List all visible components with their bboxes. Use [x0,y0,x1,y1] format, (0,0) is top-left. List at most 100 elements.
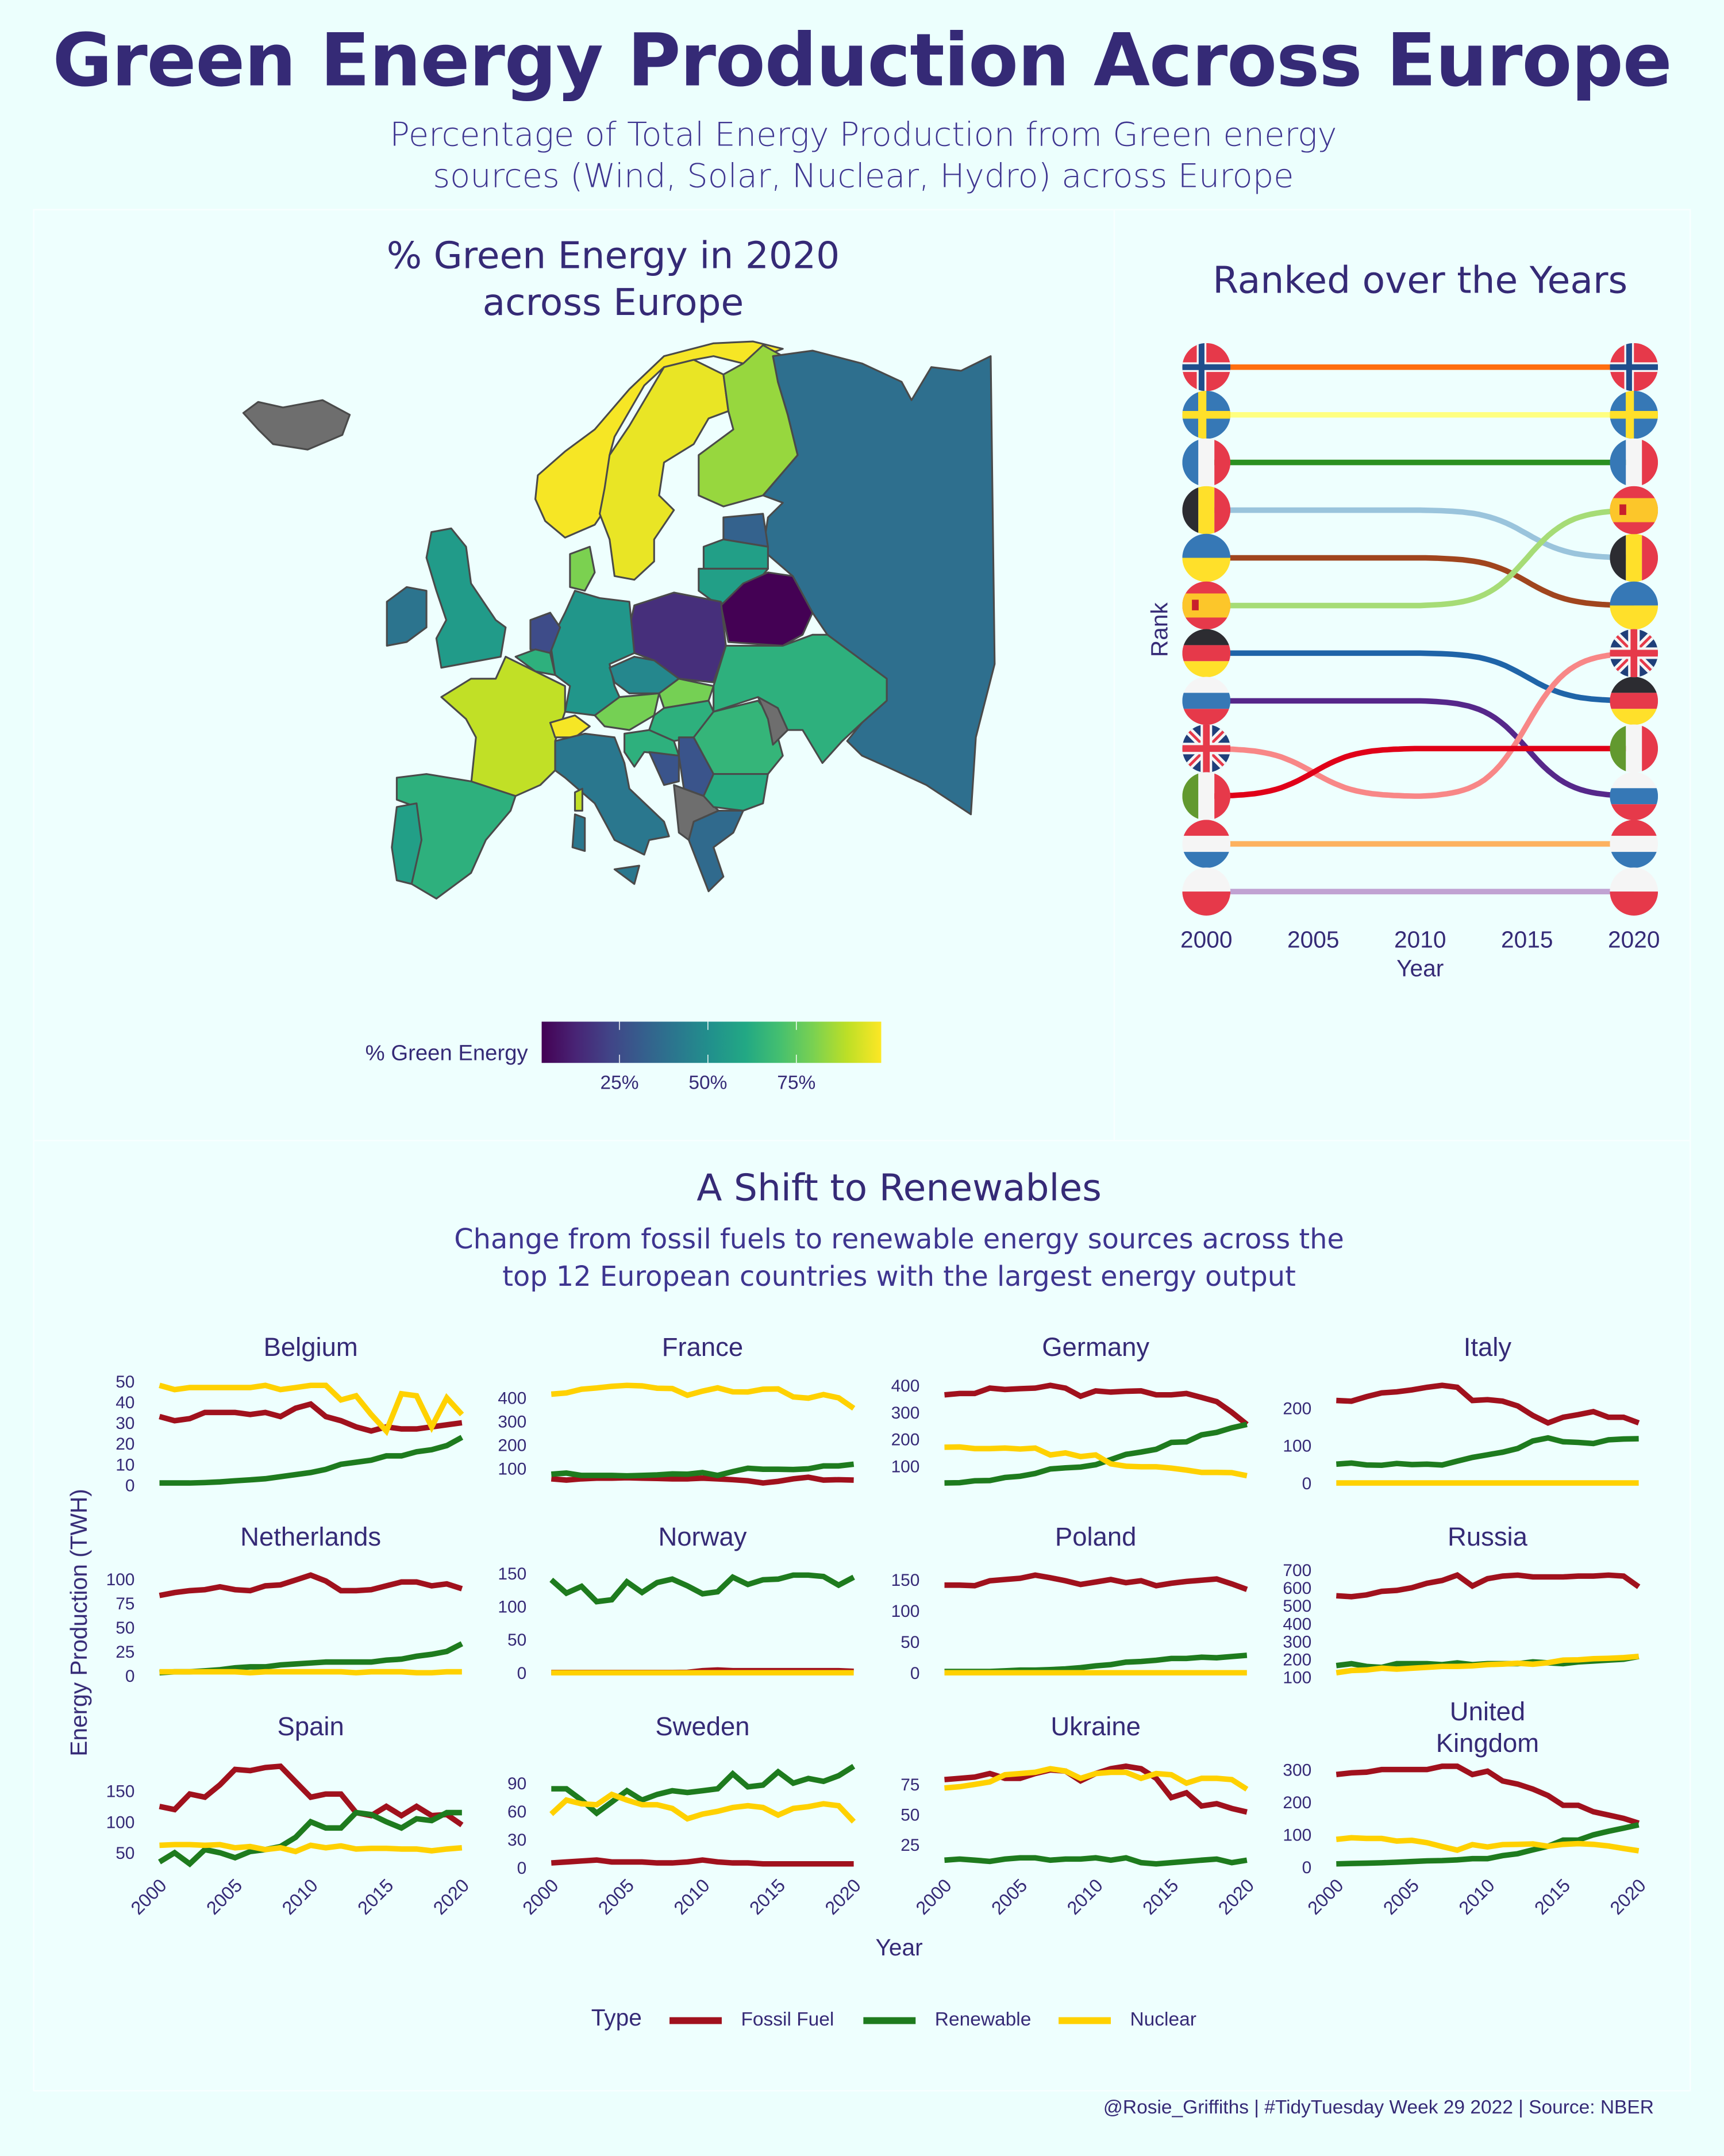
map-country-portugal [392,802,422,883]
flag-russia [1610,772,1658,821]
y-tick-label: 25 [901,1836,919,1855]
series-line-renewable [944,1421,1248,1486]
series-line-fossil [551,1857,854,1867]
y-tick-label: 400 [891,1377,920,1396]
bump-x-tick-label: 2020 [1608,926,1660,952]
y-tick-label: 400 [498,1389,526,1408]
shift-subtitle-line-2: top 12 European countries with the large… [502,1259,1296,1293]
y-tick-label: 100 [106,1813,135,1832]
map-title-line-1: % Green Energy in 2020 [386,235,840,278]
y-tick-label: 150 [498,1565,526,1584]
series-line-renewable [159,1435,464,1486]
x-tick-label: 2005 [202,1875,246,1919]
x-axis-title: Year [875,1934,922,1961]
y-tick-label: 100 [498,1459,526,1478]
page-title: Green Energy Production Across Europe [52,19,1672,103]
series-line-fossil [1336,1382,1640,1426]
legend-swatch-fossil [669,2017,722,2024]
series-line-fossil [159,1401,463,1434]
bump-line-germany [1206,650,1634,704]
flag-ukraine [1610,581,1658,630]
y-tick-label: 600 [1283,1579,1311,1598]
y-tick-label: 0 [910,1664,920,1683]
series-line-renewable [551,1763,856,1817]
bump-line-ukraine [1206,555,1634,609]
y-tick-label: 300 [1283,1632,1311,1651]
flag-spain [1610,486,1658,535]
shift-subtitle-line-1: Change from fossil fuels to renewable en… [454,1222,1344,1256]
series-line-nuclear [944,1766,1249,1792]
y-tick-label: 10 [116,1455,134,1474]
flag-belgium [1182,486,1231,535]
y-tick-label: 200 [498,1436,526,1455]
facet-title: Poland [1055,1522,1136,1551]
y-tick-label: 50 [116,1619,134,1638]
series-line-nuclear [549,1791,856,1824]
y-tick-label: 100 [498,1597,526,1616]
x-tick-label: 2015 [1138,1875,1182,1919]
facet-france: France 100 200 300 400 [498,1332,856,1486]
y-tick-label: 100 [891,1602,920,1621]
flag-uk [1182,724,1231,773]
subtitle-line-1: Percentage of Total Energy Production fr… [390,115,1337,154]
y-tick-label: 700 [1283,1561,1311,1580]
legend-label-nuclear: Nuclear [1130,2007,1196,2030]
x-tick-label: 2000 [912,1875,956,1919]
y-tick-label: 90 [507,1774,526,1793]
map-country-united-kingdom [426,528,506,667]
y-axis-title: Energy Production (TWH) [66,1489,92,1756]
series-line-nuclear [551,1382,856,1411]
colorbar-tick-label: 25% [600,1073,638,1094]
facet-title: Ukraine [1050,1712,1141,1741]
x-tick-label: 2010 [1455,1875,1499,1919]
flag-norway [1182,343,1231,391]
y-tick-label: 100 [1283,1826,1311,1845]
map-country-greece [689,810,744,890]
facet-title: Netherlands [240,1522,381,1551]
map-country-sweden [600,359,729,579]
x-tick-label: 2000 [127,1875,171,1919]
y-tick-label: 0 [125,1667,135,1686]
legend-label-fossil: Fossil Fuel [741,2007,834,2030]
facet-title: Kingdom [1436,1728,1539,1758]
flag-uk [1610,629,1658,678]
x-tick-label: 2010 [278,1875,322,1919]
series-line-renewable [944,1652,1248,1674]
y-tick-label: 200 [1283,1399,1311,1418]
series-line-renewable [158,1809,462,1867]
facet-poland: Poland 0 50 100 150 [891,1522,1248,1683]
bump-line-italy [1206,745,1634,799]
legend-swatch-renewable [863,2017,916,2024]
x-tick-label: 2015 [745,1875,789,1919]
flag-poland [1610,867,1658,916]
bump-line-belgium [1206,507,1634,561]
x-tick-label: 2020 [1606,1875,1650,1919]
facet-italy: Italy 0 100 200 [1283,1332,1640,1493]
y-tick-label: 400 [1283,1615,1311,1634]
x-tick-label: 2020 [821,1875,865,1919]
flag-norway [1610,343,1658,391]
series-line-fossil [944,1382,1249,1427]
y-tick-label: 30 [507,1831,526,1850]
x-tick-label: 2010 [670,1875,714,1919]
legend-title: Type [591,2004,642,2031]
flag-netherlands [1182,820,1231,868]
facet-title: Sweden [655,1712,749,1741]
flag-poland [1182,867,1231,916]
legend-swatch-nuclear [1059,2017,1111,2024]
shift-panel [33,1140,1691,2092]
facet-sweden: Sweden 0 30 60 90 2000 2005 2010 2015 2020 [507,1712,865,1919]
facet-title: United [1450,1697,1525,1726]
map-country-netherlands [530,612,560,652]
subtitle-line-2: sources (Wind, Solar, Nuclear, Hydro) ac… [433,156,1294,195]
y-tick-label: 30 [116,1414,134,1433]
map-title: % Green Energy in 2020 across Europe [387,234,840,328]
y-tick-label: 200 [1283,1651,1311,1670]
bump-title: Ranked over the Years [1213,260,1628,303]
footer-credit: @Rosie_Griffiths | #TidyTuesday Week 29 … [1103,2095,1654,2118]
facet-germany: Germany 100 200 300 400 [891,1332,1249,1486]
series-line-nuclear [159,1842,463,1855]
shift-subtitle: Change from fossil fuels to renewable en… [454,1221,1344,1295]
series-line-renewable [1336,1435,1639,1469]
